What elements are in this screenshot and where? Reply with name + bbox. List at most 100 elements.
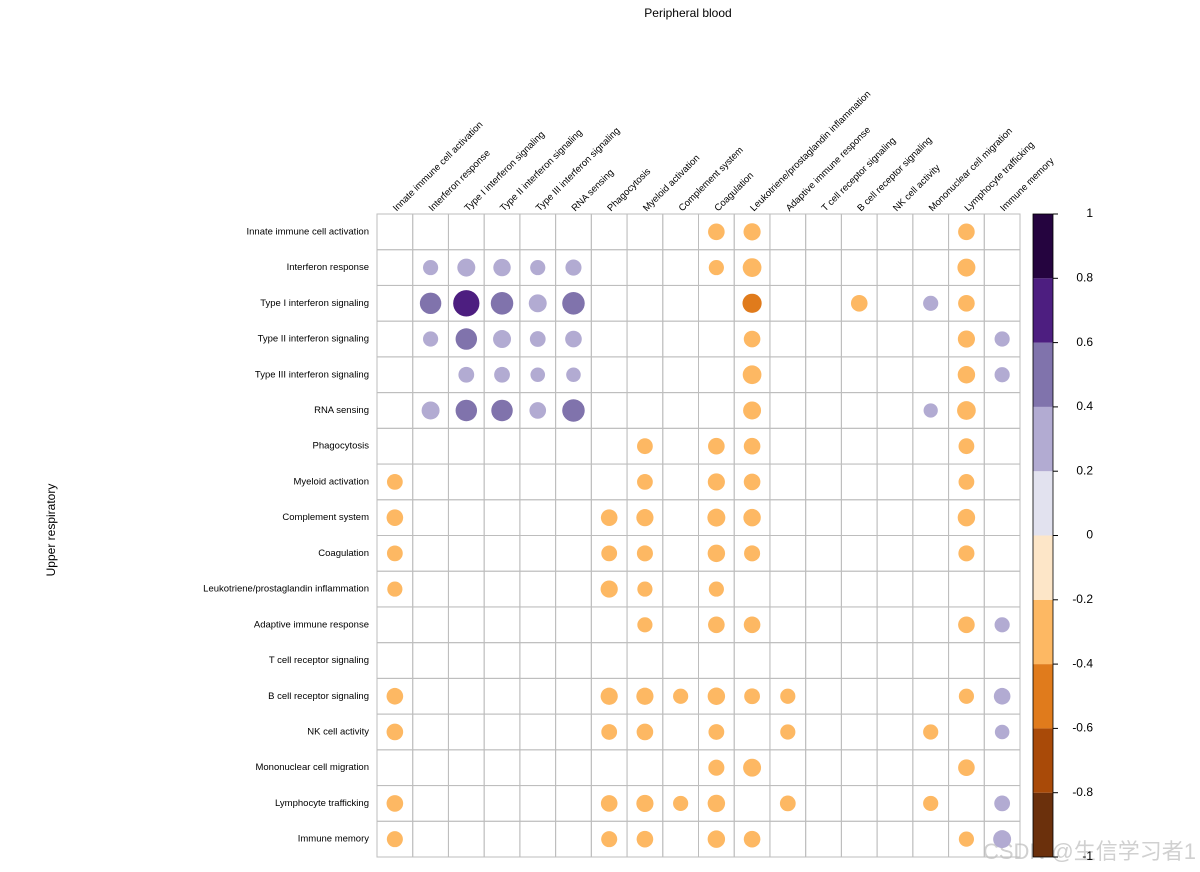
cell — [805, 785, 842, 822]
correlation-circle — [386, 831, 403, 848]
cell — [662, 606, 699, 644]
cell — [412, 677, 449, 715]
correlation-circle — [386, 687, 404, 705]
cell — [840, 392, 878, 429]
correlation-circle — [707, 508, 726, 527]
correlation-circle — [494, 366, 510, 383]
cell — [805, 392, 842, 429]
cell — [805, 499, 842, 536]
colorbar-segment — [1033, 728, 1053, 793]
cell — [662, 570, 699, 608]
correlation-circle — [743, 330, 761, 348]
correlation-circle — [994, 331, 1010, 347]
cell — [447, 749, 485, 787]
colorbar-tick-label: 0.4 — [1076, 399, 1093, 413]
cell — [519, 785, 557, 822]
colorbar-tick-label: 0.2 — [1076, 463, 1093, 477]
cell — [555, 677, 592, 715]
cell — [626, 356, 664, 394]
cell — [376, 249, 414, 286]
correlation-circle — [708, 259, 724, 276]
cell — [876, 356, 914, 394]
cell — [662, 749, 699, 787]
cell — [483, 785, 521, 822]
correlation-circle — [636, 830, 654, 848]
cell — [805, 606, 842, 644]
cell — [555, 463, 592, 501]
correlation-circle — [455, 399, 478, 422]
correlation-circle — [743, 223, 761, 241]
cell — [769, 606, 807, 644]
cell — [840, 356, 878, 394]
correlation-circle — [562, 399, 585, 422]
cell — [983, 749, 1021, 787]
cell — [412, 213, 449, 251]
correlation-circle — [993, 830, 1012, 849]
cell — [912, 535, 950, 572]
correlation-circle — [994, 795, 1011, 812]
cell — [376, 749, 414, 787]
cell — [662, 820, 699, 858]
correlation-circle — [957, 401, 976, 420]
chart-title: Peripheral blood — [644, 6, 731, 20]
cell — [912, 570, 950, 608]
colorbar-tick-label: 0.8 — [1076, 270, 1093, 284]
cell — [590, 427, 628, 465]
cell — [805, 820, 842, 858]
cell — [412, 606, 449, 644]
correlation-circle — [529, 331, 546, 347]
cell — [983, 249, 1021, 286]
cell — [626, 284, 664, 322]
correlation-circle — [421, 401, 440, 420]
correlation-circle — [458, 366, 475, 383]
cell — [447, 499, 485, 536]
cell — [912, 499, 950, 536]
cell — [876, 820, 914, 858]
correlation-circle — [742, 365, 762, 385]
correlation-circle — [601, 724, 618, 740]
cell — [483, 677, 521, 715]
correlation-circle — [453, 290, 480, 317]
cell — [447, 785, 485, 822]
cell — [698, 642, 735, 679]
cell — [483, 463, 521, 501]
cell — [840, 535, 878, 572]
cell — [483, 427, 521, 465]
cell — [376, 284, 414, 322]
row-label: Immune memory — [298, 834, 370, 845]
cell — [483, 820, 521, 858]
correlation-circle — [850, 294, 868, 312]
cell — [519, 749, 557, 787]
row-label: Lymphocyte trafficking — [275, 798, 369, 809]
correlation-circle — [491, 399, 513, 422]
correlation-circle — [780, 688, 796, 704]
cell — [662, 320, 699, 358]
correlation-circle — [707, 687, 726, 705]
cell — [876, 284, 914, 322]
correlation-circle — [636, 723, 654, 741]
row-label: Mononuclear cell migration — [255, 762, 369, 773]
cell — [983, 499, 1021, 536]
correlation-circle — [707, 473, 725, 491]
cell — [876, 392, 914, 429]
cell — [876, 463, 914, 501]
cell — [983, 463, 1021, 501]
cell — [698, 392, 735, 429]
colorbar-segment — [1033, 278, 1053, 343]
correlation-circle — [993, 687, 1011, 705]
correlation-circle — [386, 545, 403, 562]
cell — [626, 749, 664, 787]
cell — [519, 213, 557, 251]
cell — [733, 785, 771, 822]
cell — [698, 356, 735, 394]
colorbar-segment — [1033, 535, 1053, 600]
cell — [769, 284, 807, 322]
correlation-circle — [530, 367, 546, 383]
row-label: Myeloid activation — [293, 476, 369, 487]
row-label: NK cell activity — [307, 726, 369, 737]
cell — [626, 213, 664, 251]
cell — [840, 213, 878, 251]
cell — [733, 642, 771, 679]
column-label: Complement system — [677, 145, 746, 214]
cell — [840, 713, 878, 751]
